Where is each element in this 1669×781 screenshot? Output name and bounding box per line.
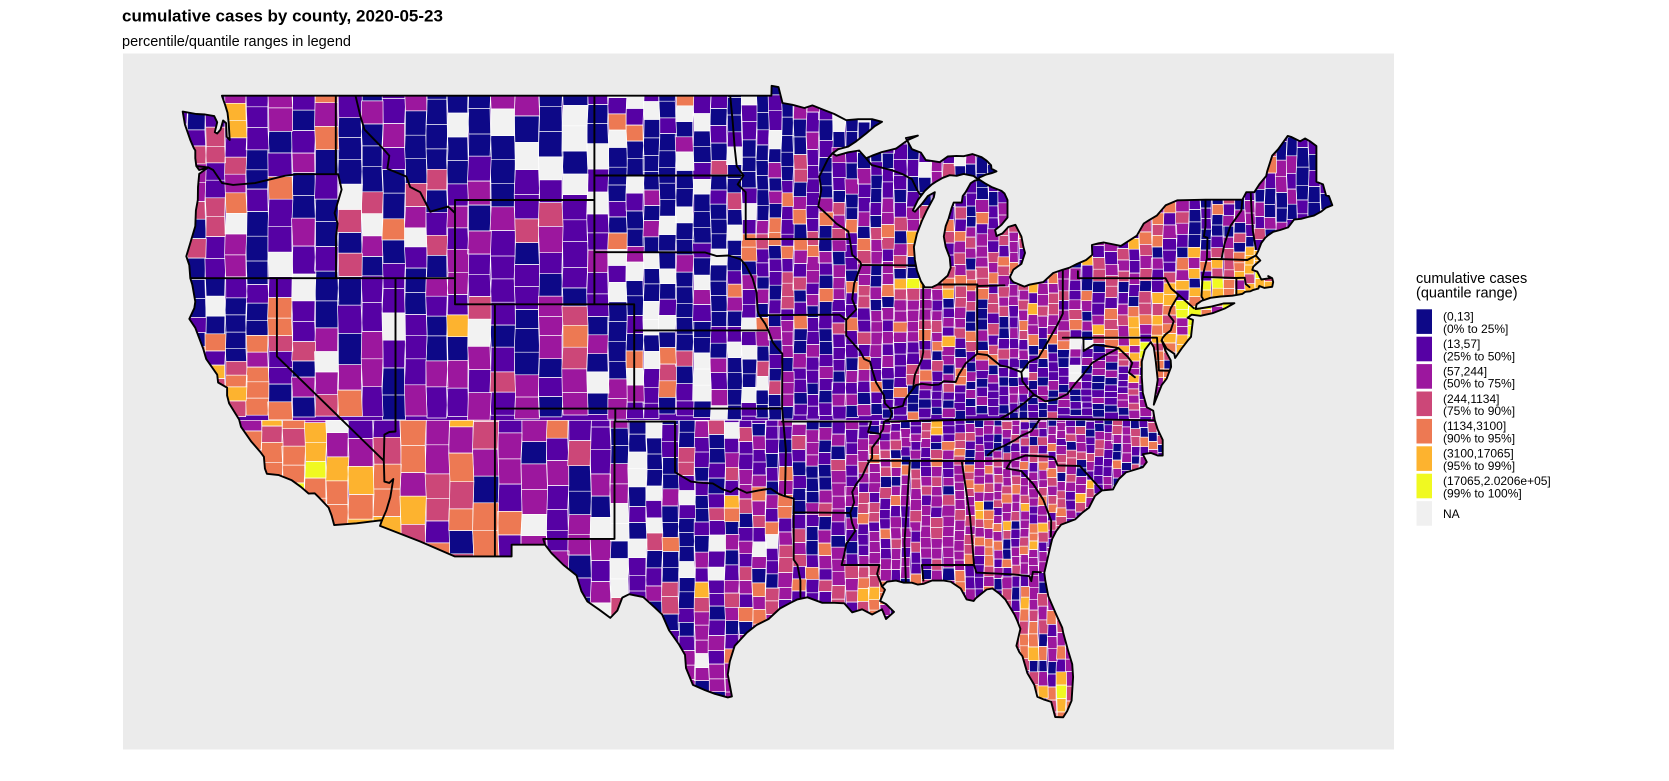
svg-text:(0% to 25%]: (0% to 25%] (1443, 322, 1508, 336)
svg-text:(57,244]: (57,244] (1443, 364, 1487, 378)
svg-text:(95% to 99%]: (95% to 99%] (1443, 459, 1515, 473)
svg-text:(quantile range): (quantile range) (1416, 286, 1518, 302)
svg-text:(3100,17065]: (3100,17065] (1443, 447, 1514, 461)
svg-text:percentile/quantile ranges in: percentile/quantile ranges in legend (122, 34, 351, 50)
svg-text:(17065,2.0206e+05]: (17065,2.0206e+05] (1443, 474, 1551, 488)
svg-text:NA: NA (1443, 507, 1460, 521)
svg-text:(50% to 75%]: (50% to 75%] (1443, 377, 1515, 391)
svg-text:cumulative cases: cumulative cases (1416, 271, 1527, 287)
svg-text:(99% to 100%]: (99% to 100%] (1443, 486, 1522, 500)
svg-text:(90% to 95%]: (90% to 95%] (1443, 432, 1515, 446)
svg-text:(75% to 90%]: (75% to 90%] (1443, 404, 1515, 418)
svg-text:(1134,3100]: (1134,3100] (1443, 419, 1506, 433)
svg-text:cumulative cases by county, 20: cumulative cases by county, 2020-05-23 (122, 7, 443, 26)
svg-text:(244,1134]: (244,1134] (1443, 392, 1500, 406)
svg-text:(0,13]: (0,13] (1443, 310, 1474, 324)
svg-text:(13,57]: (13,57] (1443, 337, 1480, 351)
svg-text:(25% to 50%]: (25% to 50%] (1443, 349, 1515, 363)
